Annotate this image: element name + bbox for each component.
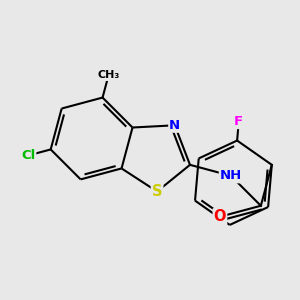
Text: O: O: [214, 209, 226, 224]
Text: NH: NH: [220, 169, 242, 182]
Text: N: N: [169, 119, 180, 132]
Text: Cl: Cl: [21, 149, 35, 162]
Text: S: S: [152, 184, 162, 199]
Text: F: F: [234, 115, 243, 128]
Text: CH₃: CH₃: [98, 70, 120, 80]
